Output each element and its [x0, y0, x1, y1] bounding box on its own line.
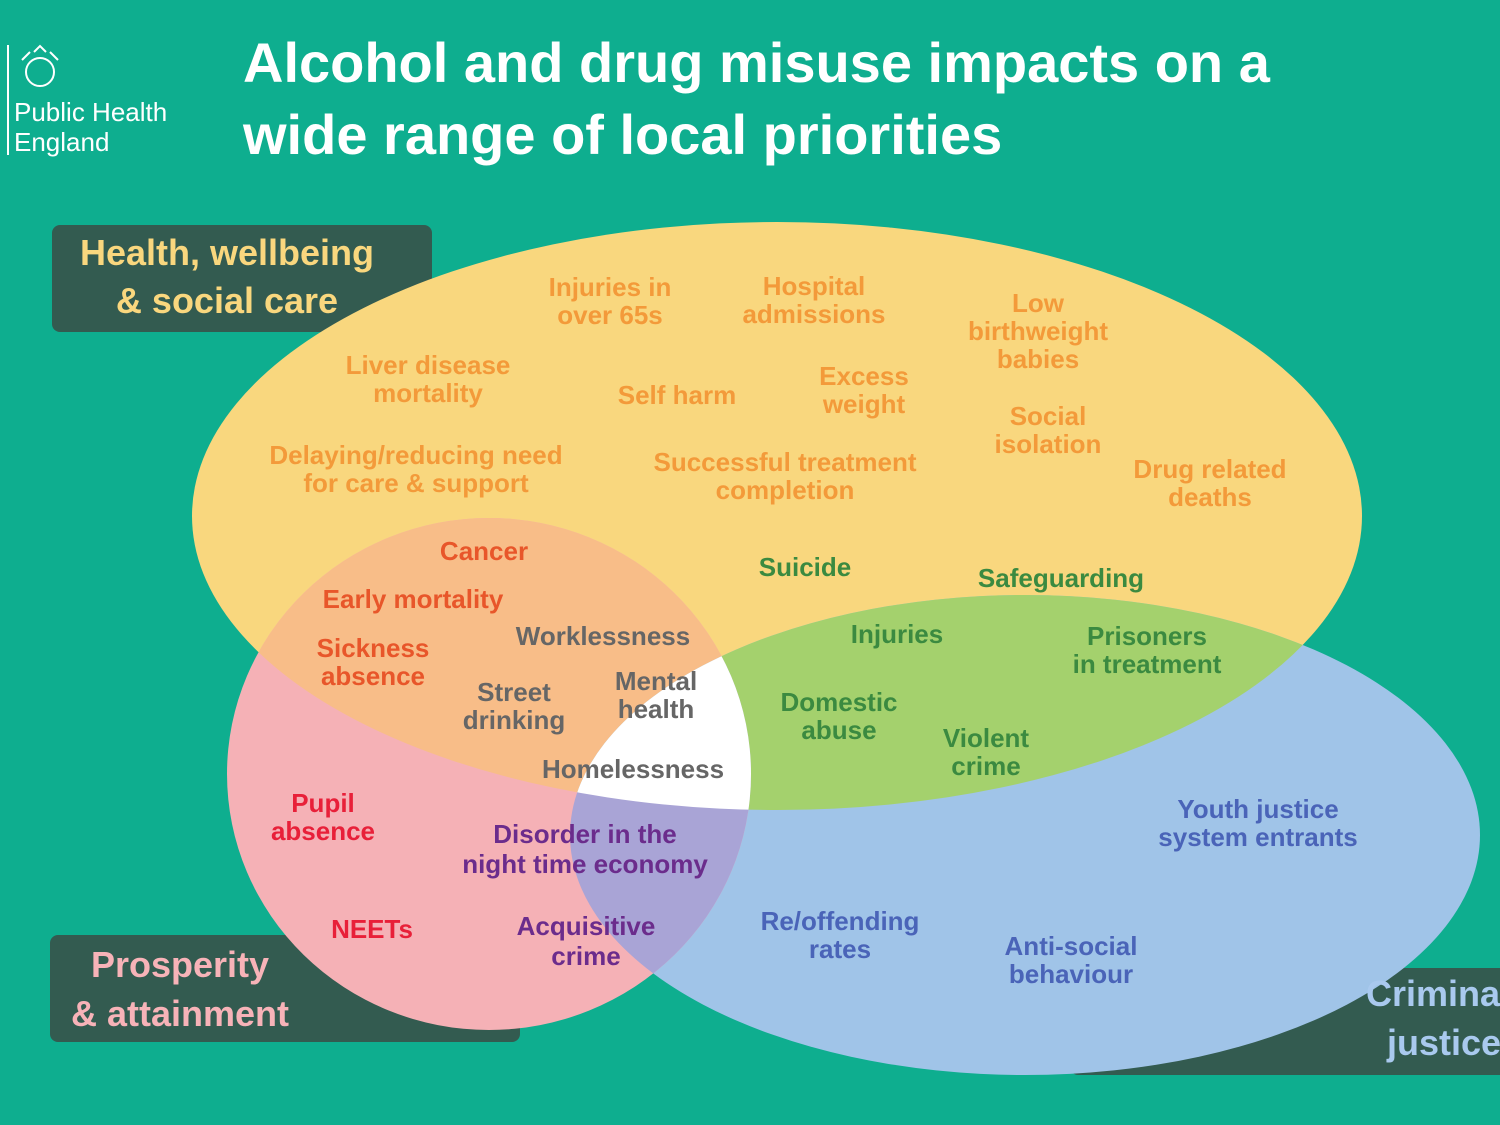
item-text: NEETs	[331, 914, 413, 944]
item-text: Injuries in	[549, 272, 672, 302]
set-label: & social care	[116, 280, 338, 321]
item-text: system entrants	[1158, 822, 1357, 852]
item-text: drinking	[463, 705, 566, 735]
item-text: birthweight	[968, 316, 1108, 346]
item-text: Anti-social	[1005, 931, 1138, 961]
item-text: isolation	[995, 429, 1102, 459]
item-text: absence	[271, 816, 375, 846]
item-text: Re/offending	[761, 906, 920, 936]
item-text: Prisoners	[1087, 621, 1207, 651]
item-text: absence	[321, 661, 425, 691]
set-label: Health, wellbeing	[80, 232, 374, 273]
item-text: Domestic	[780, 687, 897, 717]
item-text: over 65s	[557, 300, 663, 330]
item-text: Safeguarding	[978, 563, 1144, 593]
item-text: Drug related	[1133, 454, 1286, 484]
item-text: Low	[1012, 288, 1065, 318]
set-label: justice	[1386, 1022, 1500, 1063]
item-text: Hospital	[763, 271, 866, 301]
item-text: night time economy	[462, 849, 708, 879]
item-text: behaviour	[1009, 959, 1133, 989]
item-text: Self harm	[618, 380, 737, 410]
item-text: Suicide	[759, 552, 851, 582]
item-text: deaths	[1168, 482, 1252, 512]
item-text: Worklessness	[516, 621, 690, 651]
item-text: health	[618, 694, 695, 724]
item-text: Liver disease	[346, 350, 511, 380]
item-text: abuse	[801, 715, 876, 745]
item-text: Acquisitive	[517, 911, 656, 941]
set-label: & attainment	[71, 993, 289, 1034]
item-text: in treatment	[1073, 649, 1222, 679]
item-text: Mental	[615, 666, 697, 696]
item-text: Injuries	[851, 619, 943, 649]
set-label: Criminal	[1366, 973, 1500, 1014]
item-text: for care & support	[303, 468, 529, 498]
item-text: admissions	[742, 299, 885, 329]
item-text: Violent	[943, 723, 1030, 753]
logo-text: Public Health	[14, 97, 167, 127]
item-text: Early mortality	[323, 584, 504, 614]
item-text: mortality	[373, 378, 483, 408]
item-text: Disorder in the	[493, 819, 676, 849]
item-text: Social	[1010, 401, 1087, 431]
item-text: Sickness	[317, 633, 430, 663]
item-text: Street	[477, 677, 551, 707]
item-text: weight	[822, 389, 906, 419]
item-text: Delaying/reducing need	[269, 440, 562, 470]
logo-crest	[21, 44, 59, 87]
item-text: Youth justice	[1177, 794, 1338, 824]
item-text: rates	[809, 934, 871, 964]
item-text: Cancer	[440, 536, 528, 566]
item-text: completion	[716, 475, 855, 505]
title: wide range of local priorities	[242, 103, 1002, 166]
title: Alcohol and drug misuse impacts on a	[243, 31, 1271, 94]
item-text: Pupil	[291, 788, 355, 818]
item-text: crime	[951, 751, 1020, 781]
item-text: babies	[997, 344, 1079, 374]
item-text: Excess	[819, 361, 909, 391]
set-box	[52, 225, 432, 332]
set-label: Prosperity	[91, 944, 269, 985]
logo-text: England	[14, 127, 109, 157]
item-text: Successful treatment	[654, 447, 917, 477]
item-text: Homelessness	[542, 754, 724, 784]
item-text: crime	[551, 941, 620, 971]
